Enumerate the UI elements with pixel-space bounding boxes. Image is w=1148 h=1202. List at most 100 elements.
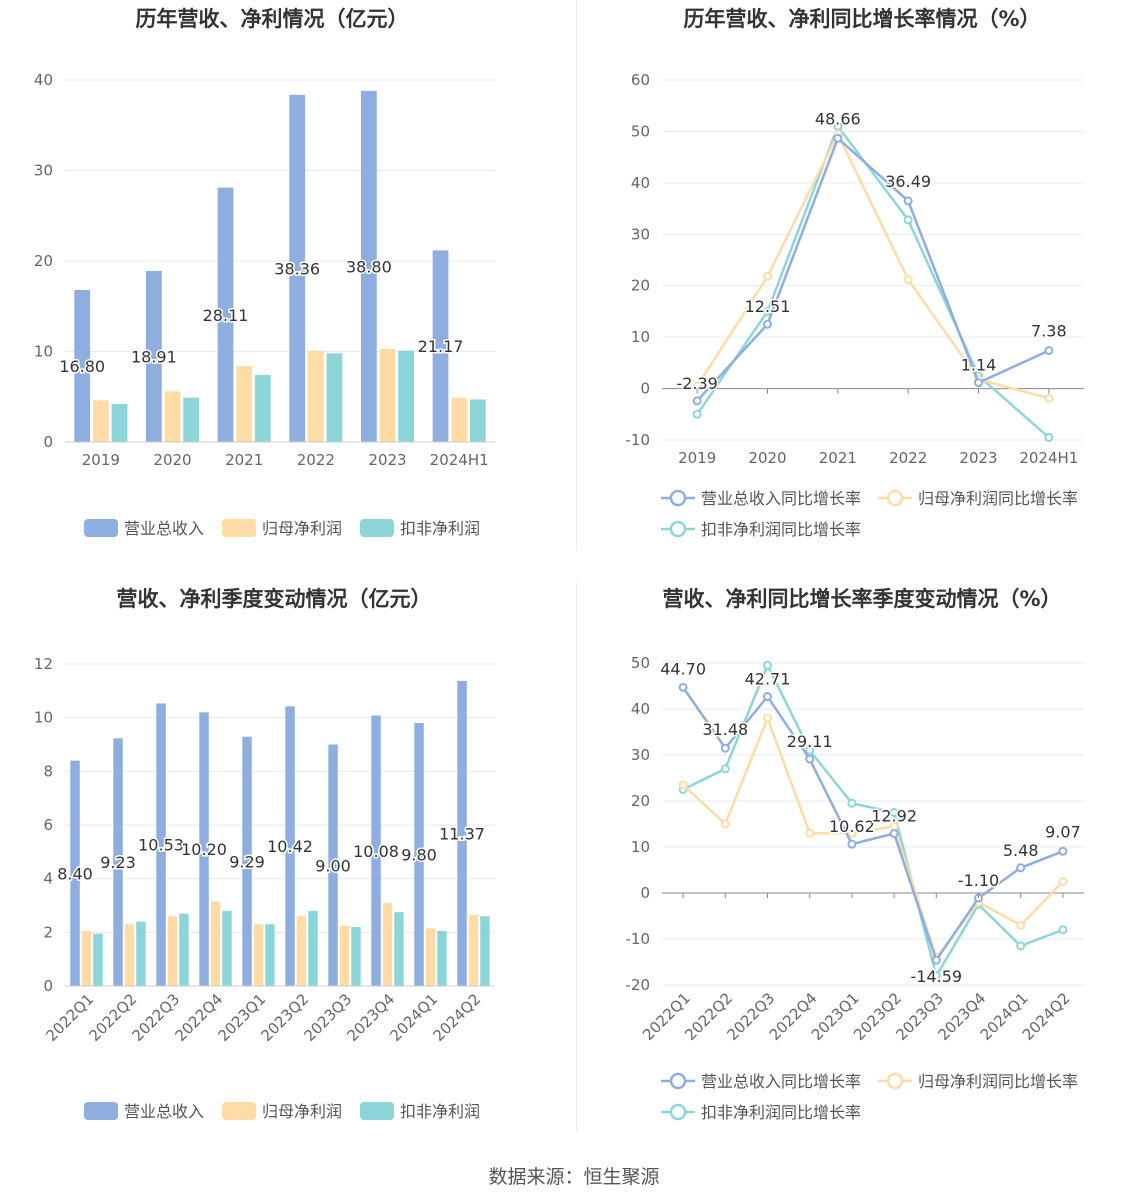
data-point — [847, 839, 857, 849]
bar-net-profit — [296, 916, 307, 986]
data-point — [889, 808, 899, 817]
bar-net-profit — [379, 348, 396, 442]
bar-net-profit — [382, 902, 393, 986]
data-point — [763, 713, 772, 723]
bar-net-profit — [164, 391, 181, 442]
data-label: 38.36 — [274, 259, 320, 278]
y-tick-label: 10 — [34, 343, 53, 361]
data-point — [763, 306, 772, 316]
data-point — [720, 819, 730, 829]
data-label: 28.11 — [203, 306, 249, 325]
y-tick-label: 20 — [631, 792, 650, 810]
y-tick-label: 40 — [631, 174, 650, 192]
data-label: 5.48 — [1003, 841, 1039, 860]
bar-net-profit — [81, 930, 92, 986]
y-tick-label: 20 — [34, 252, 53, 270]
data-point — [974, 378, 983, 388]
y-tick-label: 0 — [640, 884, 650, 902]
x-tick-label: 2024H1 — [430, 451, 489, 469]
data-point — [1058, 877, 1068, 886]
bar-net-profit — [451, 397, 468, 442]
data-label: 10.42 — [267, 837, 313, 856]
annual-growth-rate-chart: 历年营收、净利同比增长率情况（%） -10 0 10 20 30 40 50 60 -2.39 12… — [626, 7, 1084, 539]
data-source: 数据来源：恒生聚源 — [488, 1166, 660, 1188]
bar-revenue — [457, 680, 467, 986]
bar-revenue — [414, 723, 424, 986]
data-point — [1044, 432, 1054, 442]
series-line-1 — [682, 714, 1064, 961]
bar-revenue — [217, 187, 234, 442]
data-label: 7.38 — [1031, 322, 1067, 341]
data-label: 44.70 — [660, 659, 706, 678]
bar-revenue — [113, 738, 123, 986]
legend-swatch — [360, 1102, 394, 1120]
legend-swatch — [222, 1102, 256, 1120]
bar-net-profit — [210, 901, 221, 986]
legend-marker — [669, 1072, 687, 1090]
bar-revenue — [289, 94, 306, 442]
y-tick-label: 30 — [631, 225, 650, 243]
legend-marker — [669, 1103, 687, 1121]
data-point — [692, 409, 702, 419]
data-label: 16.80 — [59, 357, 105, 376]
data-point — [1016, 863, 1026, 873]
series-line-0 — [696, 136, 1050, 402]
bar-revenue — [156, 703, 166, 986]
bar-deducted-profit — [326, 353, 343, 442]
data-point — [1016, 920, 1026, 930]
bar-deducted-profit — [394, 912, 404, 986]
data-point — [805, 754, 815, 764]
x-tick-label: 2021 — [819, 449, 857, 467]
data-label: 9.29 — [229, 852, 265, 871]
data-label: 29.11 — [787, 732, 833, 751]
data-label: 8.40 — [57, 864, 93, 883]
bar-revenue — [242, 736, 252, 986]
data-point — [1058, 846, 1068, 856]
bar-deducted-profit — [111, 403, 128, 442]
y-tick-label: 10 — [631, 838, 650, 856]
y-tick-label: 0 — [640, 380, 650, 398]
legend-marker — [886, 1072, 904, 1090]
bar-revenue — [328, 744, 338, 986]
y-tick-label: -10 — [626, 431, 651, 449]
legend-label: 营业总收入同比增长率 — [701, 1072, 861, 1091]
x-tick-label: 2020 — [748, 449, 786, 467]
legend-label: 归母净利润 — [262, 519, 342, 538]
legend-marker — [669, 489, 687, 507]
legend-label: 扣非净利润同比增长率 — [701, 1103, 861, 1122]
bar-deducted-profit — [136, 921, 146, 986]
legend-label: 扣非净利润同比增长率 — [701, 520, 861, 539]
data-point — [847, 828, 857, 838]
legend-label: 营业总收入 — [124, 1102, 204, 1121]
data-label: -14.59 — [911, 967, 963, 986]
bar-revenue — [70, 760, 80, 986]
bar-deducted-profit — [179, 913, 189, 986]
bar-deducted-profit — [265, 924, 275, 986]
bar-revenue — [432, 250, 449, 442]
legend-swatch — [84, 519, 118, 537]
x-tick-label: 2019 — [678, 449, 716, 467]
series-line-1 — [696, 131, 1050, 400]
series-line-2 — [682, 662, 1064, 980]
y-tick-label: 8 — [43, 762, 53, 780]
legend-label: 扣非净利润 — [400, 519, 480, 538]
data-point — [763, 271, 772, 281]
bar-deducted-profit — [222, 910, 232, 986]
bar-net-profit — [307, 350, 324, 442]
x-tick-label: 2024H1 — [1019, 449, 1078, 467]
chart-title: 历年营收、净利情况（亿元） — [136, 7, 409, 31]
quarterly-growth-rate-chart: 营收、净利同比增长率季度变动情况（%） -20 -10 0 10 20 30 40 50 44.7… — [626, 587, 1084, 1122]
data-label: 31.48 — [702, 720, 748, 739]
chart-title: 营收、净利同比增长率季度变动情况（%） — [662, 587, 1061, 611]
data-point — [763, 692, 772, 702]
y-tick-label: 30 — [34, 162, 53, 180]
legend-label: 归母净利润 — [262, 1102, 342, 1121]
legend-marker — [886, 489, 904, 507]
legend-label: 归母净利润同比增长率 — [918, 1072, 1078, 1091]
y-tick-label: 12 — [34, 655, 53, 673]
data-point — [1044, 393, 1054, 403]
legend-label: 扣非净利润 — [400, 1102, 480, 1121]
data-point — [833, 133, 843, 143]
y-tick-label: -20 — [626, 976, 651, 994]
data-label: 10.53 — [138, 836, 184, 855]
